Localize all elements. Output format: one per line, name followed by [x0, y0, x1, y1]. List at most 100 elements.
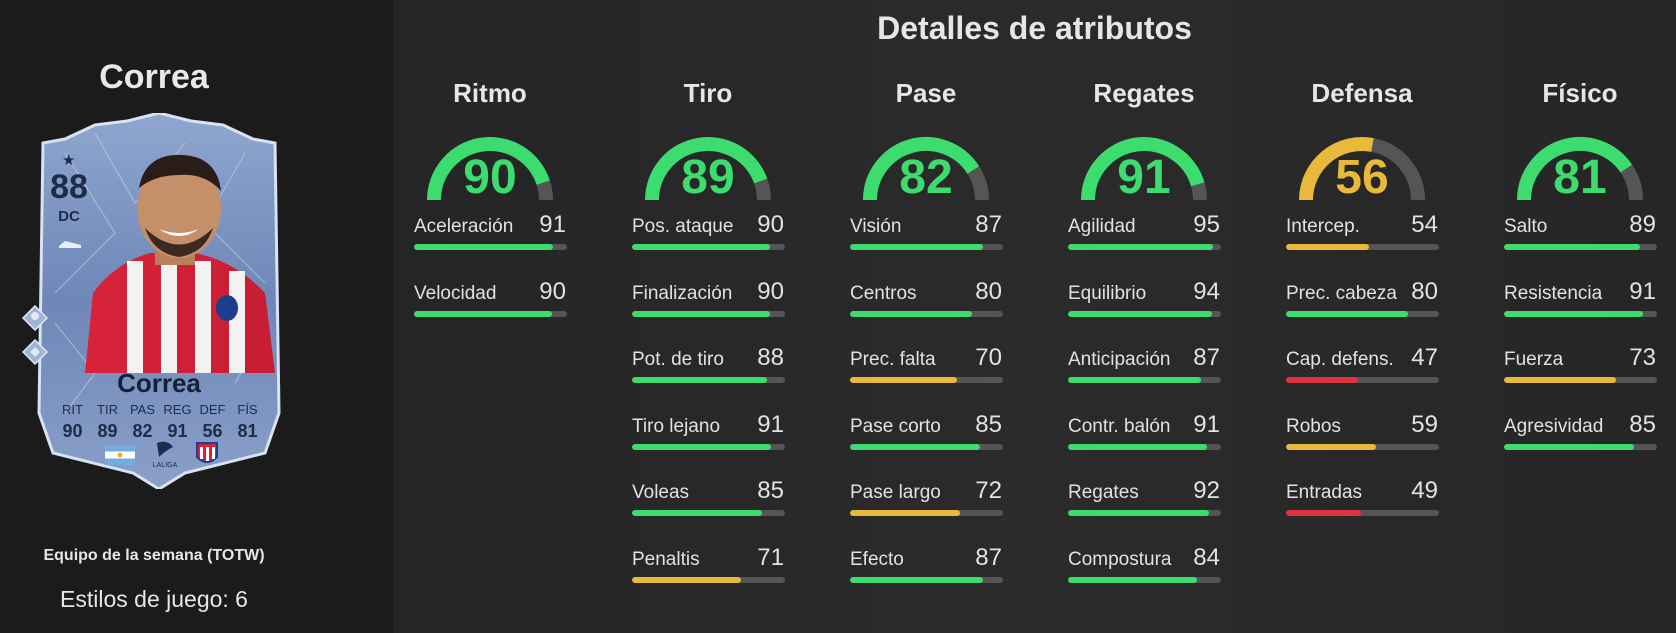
attribute-bar	[1068, 510, 1221, 516]
player-card[interactable]: ★ 88 DC Correa RIT 90 TIR	[35, 113, 283, 489]
category-value: 91	[1117, 151, 1171, 204]
attribute-value: 91	[1193, 410, 1220, 438]
attribute-value: 90	[757, 277, 784, 305]
attribute-value: 84	[1193, 543, 1220, 571]
card-stat-value: 89	[97, 421, 118, 441]
attribute-bar-fill	[850, 510, 961, 516]
attribute-value: 90	[757, 211, 784, 238]
attribute-value: 87	[975, 543, 1002, 571]
attribute-bar-fill	[414, 310, 552, 317]
card-stat-fis: FÍS 81	[230, 402, 265, 442]
attribute-bar	[1504, 377, 1657, 383]
attribute-efecto: Efecto 87	[846, 539, 1006, 606]
attribute-bar	[1286, 310, 1439, 317]
attribute-bar-fill	[632, 510, 763, 516]
category-ritmo: Ritmo 90 Aceleración 91 Velocidad 90	[410, 78, 570, 339]
attribute-bar	[1504, 310, 1657, 317]
attribute-value: 87	[975, 211, 1002, 238]
gauge-track	[1370, 138, 1425, 201]
attribute-name: Robos	[1286, 415, 1341, 437]
card-stat-label: REG	[163, 402, 192, 417]
attribute-value: 59	[1411, 410, 1438, 438]
player-image	[85, 154, 275, 373]
attribute-value: 70	[975, 344, 1002, 371]
category-gauge: 81	[1500, 112, 1660, 206]
attribute-bar-fill	[1286, 510, 1361, 516]
attribute-bar	[1068, 576, 1221, 583]
card-stat-def: DEF 56	[195, 402, 230, 442]
gauge-fill	[1517, 137, 1633, 201]
attribute-bar	[632, 443, 785, 450]
attribute-bar-fill	[632, 576, 741, 583]
promo-label: Equipo de la semana (TOTW)	[43, 547, 265, 564]
attribute-bar	[632, 377, 785, 383]
attribute-bar	[850, 377, 1003, 383]
attribute-bar-fill	[1286, 244, 1369, 250]
section-title: Detalles de atributos	[877, 10, 1192, 46]
attribute-equilibrio: Equilibrio 94	[1064, 273, 1224, 340]
gauge-fill	[645, 137, 768, 201]
card-stat-tir: TIR 89	[90, 402, 125, 442]
card-position: DC	[58, 208, 80, 225]
attribute-value: 54	[1411, 211, 1438, 238]
attribute-value: 85	[975, 410, 1002, 438]
attribute-value: 71	[757, 543, 784, 571]
attribute-bar	[850, 510, 1003, 516]
category-pase: Pase 82 Visión 87 Centros 80 Prec. falta 70 Pase…	[846, 78, 1006, 605]
attribute-name: Cap. defens.	[1286, 349, 1394, 370]
attribute-bar	[850, 576, 1003, 583]
attribute-compostura: Compostura 84	[1064, 539, 1224, 606]
star-icon: ★	[62, 152, 76, 169]
attribute-regates: Regates 92	[1064, 472, 1224, 539]
attribute-value: 72	[975, 477, 1002, 504]
league-badge-text: LALIGA	[153, 462, 178, 469]
category-gauge: 82	[846, 112, 1006, 206]
attribute-pase-largo: Pase largo 72	[846, 472, 1006, 539]
category-value: 90	[463, 151, 517, 204]
attribute-name: Agresividad	[1504, 415, 1604, 437]
card-stat-label: FÍS	[237, 402, 258, 417]
attribute-agilidad: Agilidad 95	[1064, 206, 1224, 273]
attribute-intercep: Intercep. 54	[1282, 206, 1442, 273]
atletico-crest-icon	[196, 442, 218, 463]
boot-icon	[59, 241, 81, 248]
card-stat-label: DEF	[199, 402, 226, 417]
attribute-prec-cabeza: Prec. cabeza 80	[1282, 273, 1442, 340]
attribute-bar-fill	[1068, 377, 1202, 383]
attribute-name: Prec. cabeza	[1286, 282, 1397, 304]
gauge-track	[1620, 164, 1643, 201]
attribute-bar-fill	[1504, 443, 1635, 450]
category-title: Defensa	[1311, 78, 1413, 108]
attribute-finalizacion: Finalización 90	[628, 273, 788, 340]
attribute-prec-falta: Prec. falta 70	[846, 339, 1006, 406]
category-gauge: 91	[1064, 112, 1224, 206]
attribute-bar-fill	[632, 310, 770, 317]
card-stat-label: PAS	[129, 402, 156, 417]
category-value: 82	[899, 151, 953, 204]
attribute-name: Anticipación	[1068, 349, 1171, 370]
card-badges: LALIGA	[105, 441, 218, 469]
category-title: Físico	[1542, 78, 1618, 108]
category-fisico: Físico 81 Salto 89 Resistencia 91 Fuerza 73 Agre…	[1500, 78, 1660, 472]
card-rating: 88	[50, 168, 88, 206]
card-stats: RIT 90 TIR 89 PAS 82 REG 91 DEF 56 FÍS 8…	[55, 402, 265, 442]
laliga-logo-icon: LALIGA	[153, 441, 178, 469]
attribute-bar-fill	[632, 377, 767, 383]
category-gauge: 89	[628, 112, 788, 206]
attribute-voleas: Voleas 85	[628, 472, 788, 539]
attribute-bar-fill	[1068, 576, 1197, 583]
attribute-name: Pos. ataque	[632, 216, 734, 237]
attribute-bar-fill	[1504, 377, 1616, 383]
category-value: 56	[1335, 151, 1389, 204]
category-gauge: 56	[1282, 112, 1442, 206]
attribute-centros: Centros 80	[846, 273, 1006, 340]
attribute-bar	[1068, 443, 1221, 450]
attribute-bar-fill	[1286, 377, 1358, 383]
attribute-bar-fill	[850, 443, 981, 450]
attribute-bar	[1504, 443, 1657, 450]
attribute-name: Penaltis	[632, 548, 700, 570]
gauge-track	[1190, 182, 1207, 201]
gauge-fill	[863, 137, 980, 201]
attribute-name: Voleas	[632, 482, 690, 503]
attribute-bar	[1286, 244, 1439, 250]
